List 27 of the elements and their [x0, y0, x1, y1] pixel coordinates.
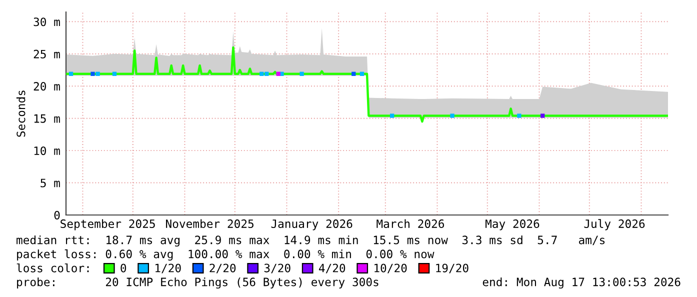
legend-label: 19/20 — [436, 264, 468, 274]
y-tick-label: 10 m — [34, 146, 60, 156]
legend-label: 4/20 — [318, 264, 346, 274]
y-tick-label: 0 — [54, 210, 60, 220]
y-axis-title: Seconds — [16, 90, 26, 137]
y-tick-label: 25 m — [34, 50, 60, 58]
legend-label: 10/20 — [374, 264, 407, 274]
x-tick-label: July 2026 — [584, 219, 645, 230]
legend-label: 1/20 — [156, 264, 181, 274]
legend-label: 0 — [120, 264, 126, 272]
x-tick-label: November 2025 — [166, 219, 254, 228]
x-tick-label: January 2026 — [271, 219, 352, 230]
legend-title: loss color: — [16, 263, 89, 272]
y-tick-label: 5 m — [40, 178, 60, 188]
x-tick-label: March 2026 — [376, 219, 444, 228]
text: probe: 20 ICMP Echo Pings (56 Bytes) every 300s — [17, 277, 378, 289]
text: packet loss: 0.60 % avg 100.00 % max 0.00 % min 0.00 % now — [17, 249, 434, 261]
text: median rtt: 18.7 ms avg 25.9 ms max 14.9 ms min 15.5 ms now 3.3 ms sd 5.7 am/s — [16, 235, 605, 247]
line-series — [66, 46, 668, 123]
legend-label: 3/20 — [264, 264, 290, 274]
legend-label: 2/20 — [210, 264, 236, 274]
x-tick-label: May 2026 — [486, 219, 540, 230]
y-tick-label: 30 m — [34, 18, 60, 26]
text: end: Mon Aug 17 13:00:53 2026 — [482, 277, 680, 289]
y-tick-label: 20 m — [34, 82, 60, 91]
y-tick-label: 15 m — [34, 114, 60, 123]
x-tick-label: September 2025 — [60, 219, 155, 230]
